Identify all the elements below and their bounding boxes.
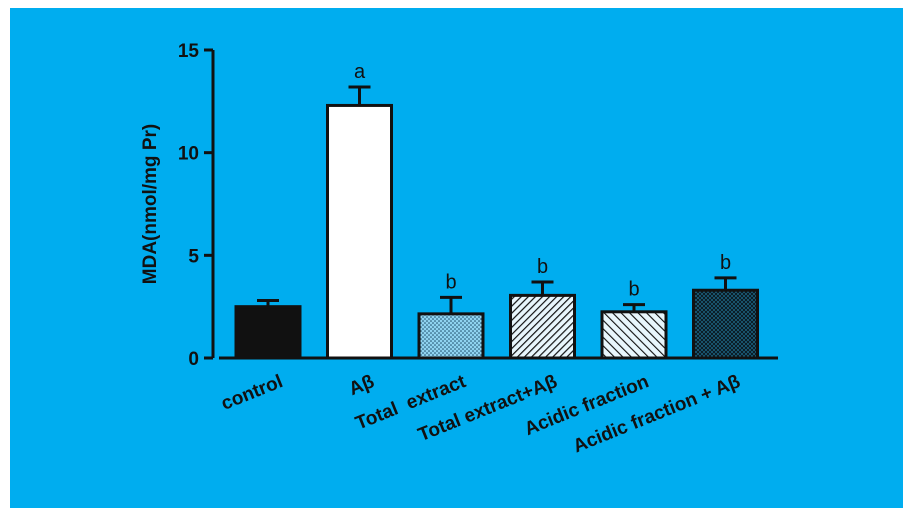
bar-group: b	[600, 279, 668, 360]
y-tick-label: 15	[178, 41, 200, 62]
bar	[234, 305, 302, 360]
significance-label: b	[720, 252, 731, 274]
bars: a b b b b	[234, 61, 759, 360]
significance-label: b	[445, 271, 456, 293]
bar	[509, 293, 576, 360]
bar-group: a	[326, 61, 393, 360]
bar-group	[234, 299, 302, 360]
y-tick-label: 5	[188, 246, 199, 267]
significance-label: a	[354, 61, 366, 83]
bar	[417, 312, 485, 360]
bar-group: b	[417, 271, 485, 360]
category-label: Aβ	[346, 371, 377, 400]
category-label: control	[218, 371, 286, 415]
bar-group: b	[692, 252, 759, 360]
y-axis-label: MDA(nmol/mg Pr)	[140, 124, 161, 284]
y-tick-label: 10	[178, 144, 199, 165]
category-label: Acidic fraction + Aβ	[570, 371, 743, 457]
bar	[692, 288, 759, 360]
significance-label: b	[628, 279, 639, 301]
bar	[600, 310, 668, 360]
bar-group: b	[509, 256, 576, 360]
bar	[326, 103, 393, 360]
y-axis: 0 5 10 15	[178, 41, 215, 370]
y-tick-label: 0	[188, 349, 199, 370]
significance-label: b	[537, 256, 548, 278]
